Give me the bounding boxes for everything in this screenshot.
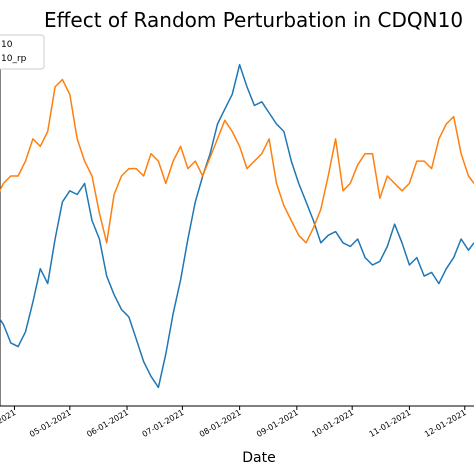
x-axis-label: Date: [242, 450, 275, 466]
x-tick-label: 11-01-2021: [368, 408, 413, 439]
legend: 10 10_rp: [0, 34, 45, 70]
x-tick-label: 08-01-2021: [198, 408, 243, 439]
x-tick-label: 12-01-2021: [423, 408, 468, 439]
legend-entry: 10: [1, 40, 13, 50]
x-tick-label: 06-01-2021: [85, 408, 130, 439]
x-tick-label: 10-01-2021: [310, 408, 355, 439]
x-tick-label: 04-01-2021: [0, 408, 17, 439]
series-layer: [0, 63, 474, 389]
series-line-cdqn10-rp: [0, 78, 474, 244]
legend-entry: 10_rp: [1, 54, 27, 64]
x-ticks: 04-01-2021 05-01-2021 06-01-2021 07-01-2021…: [0, 406, 468, 439]
x-tick-label: 07-01-2021: [141, 408, 186, 439]
legend-box: [0, 34, 45, 70]
x-tick-label: 09-01-2021: [255, 408, 300, 439]
chart-title: Effect of Random Perturbation in CDQN10: [44, 8, 463, 32]
axes: [0, 35, 474, 407]
x-tick-label: 05-01-2021: [28, 408, 73, 439]
series-line-cdqn10: [0, 63, 474, 389]
